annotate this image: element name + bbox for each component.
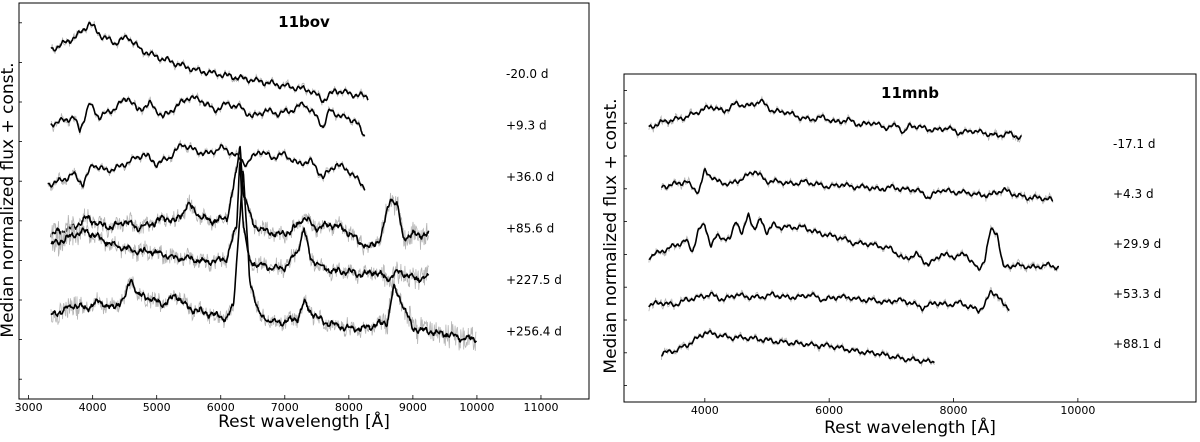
x-axis: 3000 4000 5000 6000 7000 8000 9000 10000 11000	[15, 22, 558, 414]
spectrum-smoothed-line	[47, 143, 366, 191]
spectrum-smoothed-line	[50, 145, 430, 249]
spectrum-smoothed-line	[50, 161, 430, 284]
panel-11mnb: 11mnb 4000 6000 8000 10000 Rest wavelength …	[601, 73, 1197, 438]
x-tick-label: 10000	[1060, 404, 1095, 417]
y-axis-label: Median normalized flux + const.	[0, 62, 18, 337]
x-tick-label: 8000	[335, 401, 363, 414]
x-tick-label: 3000	[15, 401, 43, 414]
x-tick-label: 5000	[143, 401, 171, 414]
plot-frame	[18, 2, 590, 400]
epoch-label: +36.0 d	[506, 170, 554, 184]
spectrum-smoothed-line	[661, 168, 1054, 202]
spectrum-smoothed-line	[660, 329, 935, 364]
epoch-label: -17.1 d	[1113, 137, 1155, 151]
x-tick-label: 10000	[459, 401, 494, 414]
plot-frame	[623, 73, 1197, 403]
epoch-label: +53.3 d	[1113, 287, 1161, 301]
spectrum-smoothed-line	[50, 21, 369, 103]
panel-title: 11bov	[278, 13, 330, 31]
epoch-label: +227.5 d	[506, 273, 562, 287]
epoch-label: +256.4 d	[506, 325, 562, 339]
spectrum-raw-line	[660, 327, 935, 367]
x-axis-label: Rest wavelength [Å]	[824, 416, 996, 438]
x-tick-label: 6000	[207, 401, 235, 414]
spectrum-raw-line	[648, 286, 1010, 315]
epoch-label: +9.3 d	[506, 119, 547, 133]
epoch-label: +29.9 d	[1113, 237, 1161, 251]
spectrum-raw-line	[648, 212, 1060, 273]
panel-title: 11mnb	[881, 84, 939, 102]
x-tick-label: 7000	[271, 401, 299, 414]
x-tick-label: 8000	[940, 404, 968, 417]
spectrum-smoothed-line	[648, 212, 1060, 271]
y-axis-label: Median normalized flux + const.	[601, 98, 621, 373]
spectrum-smoothed-line	[648, 289, 1010, 314]
spectrum-smoothed-line	[50, 170, 478, 343]
panel-11bov: 11bov 3000 4000 5000 6000 7000 8000 9000 10000 1…	[0, 2, 590, 432]
spectrum-raw-line	[660, 166, 1054, 205]
spectrum-raw-line	[648, 95, 1022, 143]
x-axis: 4000 6000 8000 10000	[624, 90, 1095, 417]
epoch-label: +4.3 d	[1113, 187, 1154, 201]
epoch-label: -20.0 d	[506, 67, 548, 81]
spectra-series	[47, 20, 478, 351]
x-tick-label: 11000	[523, 401, 558, 414]
epoch-label: +88.1 d	[1113, 337, 1161, 351]
spectrum-smoothed-line	[648, 98, 1023, 141]
x-tick-label: 4000	[691, 404, 719, 417]
x-axis-label: Rest wavelength [Å]	[218, 410, 390, 432]
x-tick-label: 4000	[79, 401, 107, 414]
x-tick-label: 9000	[399, 401, 427, 414]
epoch-labels: -17.1 d +4.3 d +29.9 d +53.3 d +88.1 d	[1113, 137, 1161, 351]
spectrum-smoothed-line	[50, 95, 366, 137]
spectra-series	[648, 95, 1060, 367]
x-tick-label: 6000	[815, 404, 843, 417]
epoch-labels: -20.0 d +9.3 d +36.0 d +85.6 d +227.5 d +256.…	[506, 67, 562, 339]
epoch-label: +85.6 d	[506, 222, 554, 236]
